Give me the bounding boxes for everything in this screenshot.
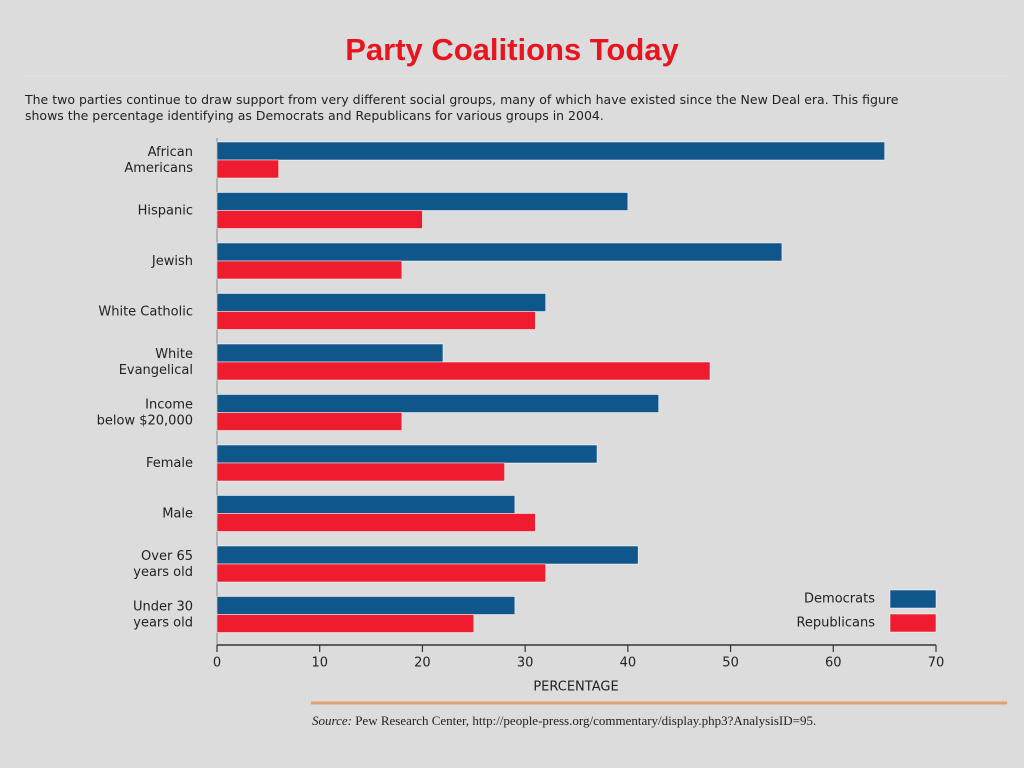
bar bbox=[216, 343, 444, 363]
bar bbox=[216, 462, 505, 482]
bar bbox=[216, 513, 536, 532]
source: Source: Pew Research Center, http://peop… bbox=[312, 713, 816, 728]
y-tick-label: African Americans bbox=[124, 145, 193, 176]
bar bbox=[216, 210, 423, 229]
y-tick-label: Hispanic bbox=[138, 203, 193, 218]
chart-title: Party Coalitions Today bbox=[345, 32, 679, 67]
bar bbox=[216, 293, 546, 312]
x-tick-label: 10 bbox=[311, 656, 328, 671]
x-tick-label: 0 bbox=[213, 656, 221, 671]
x-tick-label: 60 bbox=[825, 656, 842, 671]
y-tick-label: Male bbox=[162, 506, 193, 521]
legend-swatch bbox=[889, 589, 937, 609]
bar bbox=[216, 545, 639, 565]
bar bbox=[216, 444, 598, 464]
bar bbox=[216, 614, 475, 633]
bar bbox=[216, 242, 783, 262]
y-tick-label: Under 30 years old bbox=[133, 599, 193, 630]
bar bbox=[216, 563, 546, 583]
bar bbox=[216, 159, 279, 179]
x-tick-label: 40 bbox=[620, 656, 637, 671]
legend-swatch bbox=[889, 613, 937, 633]
bar bbox=[216, 495, 516, 514]
y-tick-label: White Catholic bbox=[98, 304, 193, 319]
bar bbox=[216, 192, 629, 211]
x-tick-label: 50 bbox=[722, 656, 739, 671]
bar bbox=[216, 361, 711, 381]
subtitle: The two parties continue to draw support… bbox=[24, 92, 899, 123]
y-tick-label: White Evangelical bbox=[119, 347, 193, 378]
legend-label: Democrats bbox=[804, 592, 875, 607]
bar bbox=[216, 260, 403, 280]
bar bbox=[216, 596, 516, 615]
x-tick-label: 70 bbox=[928, 656, 945, 671]
bar bbox=[216, 394, 659, 413]
y-tick-label: Jewish bbox=[151, 254, 193, 269]
y-tick-label: Income below $20,000 bbox=[97, 397, 193, 428]
x-tick-label: 20 bbox=[414, 656, 431, 671]
y-tick-label: Female bbox=[146, 456, 193, 471]
x-tick-label: 30 bbox=[517, 656, 534, 671]
y-tick-label: Over 65 years old bbox=[133, 549, 193, 580]
x-axis-label: PERCENTAGE bbox=[533, 680, 618, 695]
bar bbox=[216, 412, 403, 431]
legend-label: Republicans bbox=[796, 616, 875, 631]
source-text: Pew Research Center, http://people-press… bbox=[355, 713, 816, 728]
source-label: Source: bbox=[312, 713, 352, 728]
bar bbox=[216, 141, 885, 161]
bar bbox=[216, 311, 536, 330]
